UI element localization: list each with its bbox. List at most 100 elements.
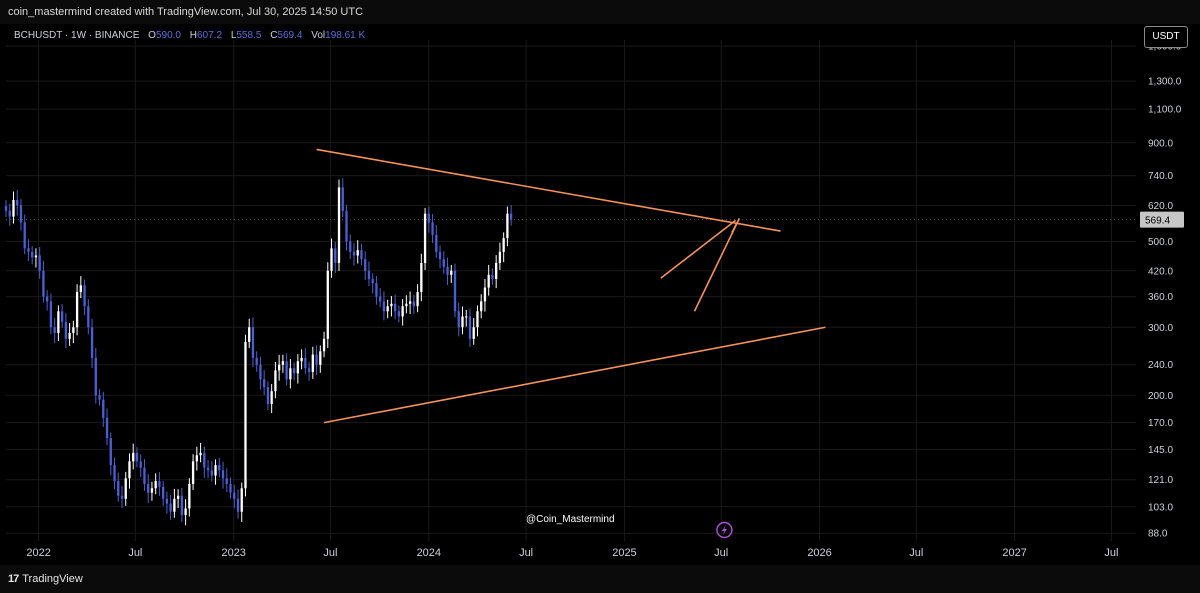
x-tick-label: Jul (519, 547, 533, 559)
candle-body (124, 478, 127, 499)
candle (465, 309, 468, 327)
candle-body (38, 255, 41, 271)
candle-body (132, 452, 135, 462)
event-lightning-icon (716, 521, 733, 539)
candle (483, 279, 487, 312)
candle (480, 294, 483, 319)
y-tick-label: 900.0 (1148, 138, 1173, 149)
candle (173, 488, 176, 518)
candle-body (393, 303, 397, 312)
candle-body (390, 303, 393, 307)
candle (438, 245, 442, 269)
candle (487, 264, 490, 296)
trendline-upper (316, 148, 781, 232)
candle-body (401, 306, 404, 317)
tradingview-logo[interactable]: 17 TradingView (8, 573, 83, 585)
candle (375, 276, 378, 305)
candle (113, 457, 116, 490)
trendline-wedge-apex (731, 217, 741, 234)
y-tick-label: 1,300.0 (1148, 77, 1182, 88)
candle-body (206, 467, 210, 471)
volume-value: 198.61 K (325, 30, 366, 41)
candle (34, 248, 38, 268)
x-tick-label: 2022 (26, 547, 50, 559)
candle (75, 284, 79, 336)
candle (184, 499, 187, 526)
ohlc-legend: BCHUSDT · 1W · BINANCE O590.0 H607.2 L55… (14, 30, 365, 41)
open-value: 590.0 (155, 30, 181, 41)
candle (259, 356, 262, 390)
candle (334, 241, 337, 274)
candle (233, 484, 236, 508)
candle-body (53, 327, 56, 333)
candle-body (79, 285, 82, 293)
y-tick-label: 420.0 (1148, 266, 1173, 277)
candle (367, 261, 371, 286)
candle (165, 491, 169, 514)
y-tick-label: 103.0 (1148, 502, 1173, 513)
candle (408, 291, 412, 315)
candle-body (229, 483, 232, 493)
candle-body (476, 311, 479, 328)
candle-body (334, 248, 337, 263)
candle-body (34, 255, 38, 258)
candle-body (506, 213, 509, 239)
candle-body (296, 361, 300, 374)
candle (240, 482, 243, 522)
candle (27, 239, 30, 262)
last-price-badge (1140, 211, 1184, 228)
candle-body (450, 270, 453, 275)
candle-body (356, 250, 359, 256)
grid (6, 40, 1136, 541)
candle (64, 313, 68, 348)
candle-body (386, 306, 389, 312)
candle (154, 473, 157, 495)
candle (206, 459, 210, 479)
candle (229, 477, 232, 499)
candle (491, 268, 494, 285)
candle-body (416, 292, 419, 307)
x-tick-label: 2026 (807, 547, 831, 559)
candle (382, 291, 386, 321)
candle (120, 485, 124, 508)
candle-body (199, 452, 202, 456)
candle (330, 238, 333, 278)
candle (431, 213, 434, 243)
candle (450, 264, 453, 283)
currency-unit-button[interactable]: USDT (1144, 26, 1188, 48)
candle (236, 489, 240, 519)
y-tick-label: 1,100.0 (1148, 105, 1182, 116)
candle-body (397, 311, 401, 317)
candle (304, 347, 307, 375)
candle (502, 232, 505, 263)
candles (4, 178, 513, 526)
candle (87, 299, 90, 335)
x-tick-label: Jul (909, 547, 923, 559)
candle-body (465, 316, 468, 318)
y-tick-label: 360.0 (1148, 292, 1173, 303)
candle (199, 442, 202, 463)
candle (442, 251, 445, 274)
candle (158, 471, 161, 496)
y-tick-label: 740.0 (1148, 171, 1173, 182)
symbol-label[interactable]: BCHUSDT · 1W · BINANCE (14, 30, 140, 41)
candle (255, 351, 258, 372)
candle (300, 349, 303, 370)
candle-body (277, 364, 281, 371)
candle-body (259, 364, 262, 380)
price-chart[interactable]: 1,600.01,300.01,100.0900.0740.0620.0500.… (0, 24, 1200, 565)
candle-body (72, 327, 75, 333)
candle (90, 318, 94, 369)
candle-body (255, 357, 258, 365)
candle (472, 318, 475, 345)
candle-body (274, 370, 277, 392)
candle (435, 225, 438, 258)
candle (251, 317, 255, 368)
candle-body (345, 210, 348, 242)
high-key: H (189, 30, 197, 41)
candle-body (68, 332, 71, 339)
candle-body (161, 486, 165, 499)
y-tick-label: 88.0 (1148, 529, 1168, 540)
candle (124, 471, 127, 506)
candle-body (307, 368, 311, 372)
